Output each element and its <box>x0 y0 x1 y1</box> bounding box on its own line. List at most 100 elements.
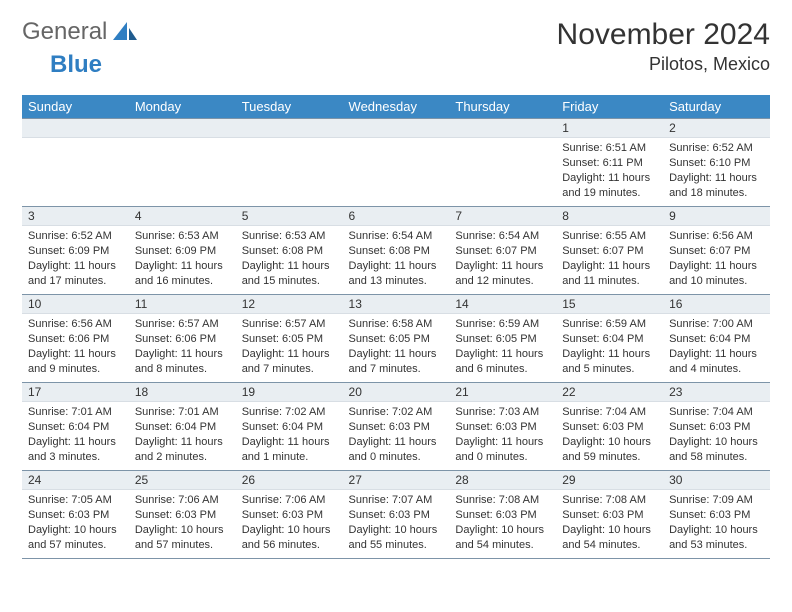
day-header: Saturday <box>663 95 770 119</box>
sunset-text: Sunset: 6:03 PM <box>349 420 444 435</box>
day-number: 22 <box>556 383 663 402</box>
calendar-cell: 5Sunrise: 6:53 AMSunset: 6:08 PMDaylight… <box>236 207 343 295</box>
daylight-text: Daylight: 10 hours and 54 minutes. <box>562 523 657 553</box>
day-number: 18 <box>129 383 236 402</box>
day-info: Sunrise: 6:57 AMSunset: 6:06 PMDaylight:… <box>129 314 236 380</box>
sunset-text: Sunset: 6:03 PM <box>562 420 657 435</box>
sunrise-text: Sunrise: 7:02 AM <box>242 405 337 420</box>
sunset-text: Sunset: 6:03 PM <box>242 508 337 523</box>
calendar-cell: 29Sunrise: 7:08 AMSunset: 6:03 PMDayligh… <box>556 471 663 559</box>
day-header: Thursday <box>449 95 556 119</box>
daylight-text: Daylight: 10 hours and 58 minutes. <box>669 435 764 465</box>
day-info: Sunrise: 7:09 AMSunset: 6:03 PMDaylight:… <box>663 490 770 556</box>
day-info: Sunrise: 6:52 AMSunset: 6:10 PMDaylight:… <box>663 138 770 204</box>
day-number: 21 <box>449 383 556 402</box>
daylight-text: Daylight: 11 hours and 6 minutes. <box>455 347 550 377</box>
logo-sail-icon <box>113 22 139 42</box>
day-info: Sunrise: 6:53 AMSunset: 6:08 PMDaylight:… <box>236 226 343 292</box>
calendar-cell: 30Sunrise: 7:09 AMSunset: 6:03 PMDayligh… <box>663 471 770 559</box>
calendar-cell: 28Sunrise: 7:08 AMSunset: 6:03 PMDayligh… <box>449 471 556 559</box>
day-info: Sunrise: 6:54 AMSunset: 6:07 PMDaylight:… <box>449 226 556 292</box>
day-info: Sunrise: 7:01 AMSunset: 6:04 PMDaylight:… <box>22 402 129 468</box>
day-info: Sunrise: 6:56 AMSunset: 6:06 PMDaylight:… <box>22 314 129 380</box>
sunrise-text: Sunrise: 7:01 AM <box>135 405 230 420</box>
calendar-cell: 12Sunrise: 6:57 AMSunset: 6:05 PMDayligh… <box>236 295 343 383</box>
day-header: Monday <box>129 95 236 119</box>
day-info: Sunrise: 6:52 AMSunset: 6:09 PMDaylight:… <box>22 226 129 292</box>
day-info: Sunrise: 6:56 AMSunset: 6:07 PMDaylight:… <box>663 226 770 292</box>
sunrise-text: Sunrise: 6:56 AM <box>28 317 123 332</box>
calendar-cell: 16Sunrise: 7:00 AMSunset: 6:04 PMDayligh… <box>663 295 770 383</box>
sunrise-text: Sunrise: 6:51 AM <box>562 141 657 156</box>
calendar-cell: 23Sunrise: 7:04 AMSunset: 6:03 PMDayligh… <box>663 383 770 471</box>
day-number: 20 <box>343 383 450 402</box>
empty-day <box>129 119 236 138</box>
calendar-week-row: 1Sunrise: 6:51 AMSunset: 6:11 PMDaylight… <box>22 119 770 207</box>
logo-text-blue: Blue <box>50 51 102 79</box>
calendar-cell <box>129 119 236 207</box>
sunset-text: Sunset: 6:09 PM <box>28 244 123 259</box>
day-number: 10 <box>22 295 129 314</box>
sunset-text: Sunset: 6:04 PM <box>28 420 123 435</box>
day-header: Tuesday <box>236 95 343 119</box>
day-info: Sunrise: 7:04 AMSunset: 6:03 PMDaylight:… <box>556 402 663 468</box>
day-header: Sunday <box>22 95 129 119</box>
sunset-text: Sunset: 6:03 PM <box>28 508 123 523</box>
day-info: Sunrise: 7:08 AMSunset: 6:03 PMDaylight:… <box>449 490 556 556</box>
day-info: Sunrise: 7:06 AMSunset: 6:03 PMDaylight:… <box>236 490 343 556</box>
day-number: 29 <box>556 471 663 490</box>
day-number: 14 <box>449 295 556 314</box>
day-header-row: Sunday Monday Tuesday Wednesday Thursday… <box>22 95 770 119</box>
sunrise-text: Sunrise: 6:54 AM <box>349 229 444 244</box>
sunrise-text: Sunrise: 6:57 AM <box>242 317 337 332</box>
sunset-text: Sunset: 6:04 PM <box>135 420 230 435</box>
day-info: Sunrise: 7:06 AMSunset: 6:03 PMDaylight:… <box>129 490 236 556</box>
daylight-text: Daylight: 10 hours and 57 minutes. <box>135 523 230 553</box>
day-number: 30 <box>663 471 770 490</box>
day-number: 16 <box>663 295 770 314</box>
daylight-text: Daylight: 10 hours and 56 minutes. <box>242 523 337 553</box>
sunrise-text: Sunrise: 7:00 AM <box>669 317 764 332</box>
sunset-text: Sunset: 6:07 PM <box>562 244 657 259</box>
month-title: November 2024 <box>557 18 770 52</box>
day-info: Sunrise: 7:03 AMSunset: 6:03 PMDaylight:… <box>449 402 556 468</box>
calendar-week-row: 3Sunrise: 6:52 AMSunset: 6:09 PMDaylight… <box>22 207 770 295</box>
sunrise-text: Sunrise: 6:59 AM <box>455 317 550 332</box>
calendar-cell: 3Sunrise: 6:52 AMSunset: 6:09 PMDaylight… <box>22 207 129 295</box>
calendar-cell: 22Sunrise: 7:04 AMSunset: 6:03 PMDayligh… <box>556 383 663 471</box>
day-number: 11 <box>129 295 236 314</box>
calendar-cell: 6Sunrise: 6:54 AMSunset: 6:08 PMDaylight… <box>343 207 450 295</box>
sunset-text: Sunset: 6:03 PM <box>562 508 657 523</box>
daylight-text: Daylight: 10 hours and 54 minutes. <box>455 523 550 553</box>
day-info: Sunrise: 7:07 AMSunset: 6:03 PMDaylight:… <box>343 490 450 556</box>
day-info: Sunrise: 7:02 AMSunset: 6:03 PMDaylight:… <box>343 402 450 468</box>
day-number: 8 <box>556 207 663 226</box>
sunset-text: Sunset: 6:04 PM <box>242 420 337 435</box>
logo-text-general: General <box>22 18 107 46</box>
empty-day <box>22 119 129 138</box>
sunrise-text: Sunrise: 6:58 AM <box>349 317 444 332</box>
calendar-cell: 27Sunrise: 7:07 AMSunset: 6:03 PMDayligh… <box>343 471 450 559</box>
day-number: 19 <box>236 383 343 402</box>
logo: General <box>22 18 141 46</box>
day-number: 7 <box>449 207 556 226</box>
sunrise-text: Sunrise: 6:59 AM <box>562 317 657 332</box>
day-number: 2 <box>663 119 770 138</box>
day-number: 5 <box>236 207 343 226</box>
daylight-text: Daylight: 11 hours and 18 minutes. <box>669 171 764 201</box>
day-number: 6 <box>343 207 450 226</box>
daylight-text: Daylight: 11 hours and 3 minutes. <box>28 435 123 465</box>
day-number: 4 <box>129 207 236 226</box>
sunrise-text: Sunrise: 7:07 AM <box>349 493 444 508</box>
day-header: Wednesday <box>343 95 450 119</box>
sunset-text: Sunset: 6:05 PM <box>242 332 337 347</box>
sunrise-text: Sunrise: 6:56 AM <box>669 229 764 244</box>
day-info: Sunrise: 6:51 AMSunset: 6:11 PMDaylight:… <box>556 138 663 204</box>
calendar-cell <box>343 119 450 207</box>
day-info: Sunrise: 6:53 AMSunset: 6:09 PMDaylight:… <box>129 226 236 292</box>
sunset-text: Sunset: 6:07 PM <box>669 244 764 259</box>
daylight-text: Daylight: 11 hours and 0 minutes. <box>455 435 550 465</box>
day-info: Sunrise: 6:59 AMSunset: 6:04 PMDaylight:… <box>556 314 663 380</box>
daylight-text: Daylight: 11 hours and 5 minutes. <box>562 347 657 377</box>
day-number: 25 <box>129 471 236 490</box>
